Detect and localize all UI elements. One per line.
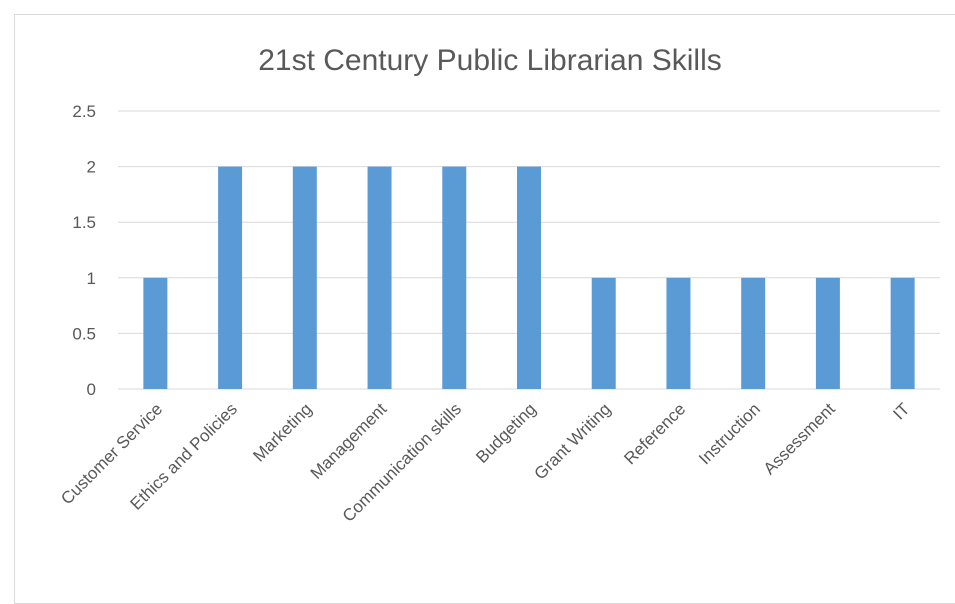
bar <box>292 166 317 389</box>
bar <box>367 166 392 389</box>
bar <box>666 277 691 389</box>
bar <box>218 166 243 389</box>
x-tick-label: IT <box>889 399 913 423</box>
x-tick-label: Budgeting <box>472 399 540 467</box>
y-axis-tick-labels: 0 0.5 1 1.5 2 2.5 <box>72 102 96 399</box>
y-tick-label: 2.5 <box>72 102 96 121</box>
chart-frame <box>14 14 955 604</box>
bar <box>442 166 467 389</box>
x-tick-label: Marketing <box>249 399 315 465</box>
y-tick-label: 1.5 <box>72 213 96 232</box>
y-tick-label: 1 <box>87 269 96 288</box>
chart-title: 21st Century Public Librarian Skills <box>258 44 722 77</box>
bar <box>890 277 915 389</box>
bar <box>517 166 541 389</box>
bar <box>741 277 766 389</box>
y-tick-label: 0.5 <box>72 324 96 343</box>
bar <box>591 277 616 389</box>
x-tick-label: Assessment <box>760 399 839 478</box>
bars <box>143 166 915 389</box>
bar-chart: 21st Century Public Librarian Skills 0 0.… <box>57 44 940 526</box>
x-tick-label: Instruction <box>695 399 764 468</box>
y-tick-label: 2 <box>87 158 96 177</box>
bar <box>143 277 168 389</box>
bar <box>815 277 840 389</box>
x-tick-label: Management <box>307 399 391 483</box>
x-tick-label: Reference <box>620 399 689 468</box>
y-tick-label: 0 <box>87 380 96 399</box>
x-tick-label: Grant Writing <box>531 399 615 483</box>
